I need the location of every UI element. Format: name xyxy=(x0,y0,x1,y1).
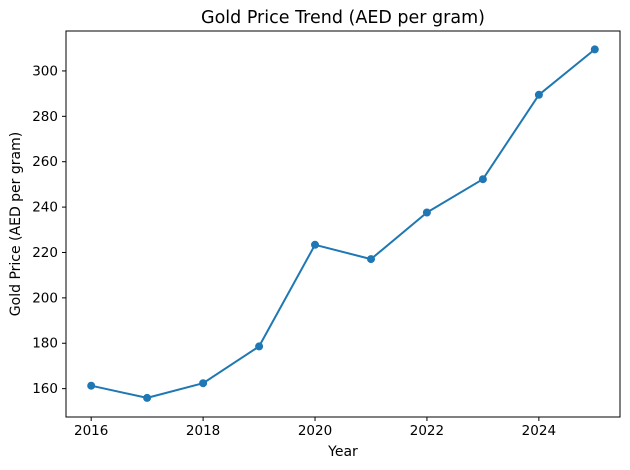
y-tick-label: 260 xyxy=(32,154,58,170)
plot-border xyxy=(65,30,621,418)
x-tick-label: 2024 xyxy=(522,423,556,439)
x-tick-label: 2016 xyxy=(74,423,108,439)
x-tick-label: 2020 xyxy=(298,423,332,439)
data-point-marker xyxy=(87,381,96,390)
data-point-marker xyxy=(590,45,599,54)
y-tick-label: 280 xyxy=(32,109,58,125)
data-point-marker xyxy=(143,393,152,402)
data-point-marker xyxy=(478,175,487,184)
y-tick-label: 300 xyxy=(32,63,58,79)
data-point-marker xyxy=(367,255,375,264)
data-point-marker xyxy=(311,240,319,249)
chart-title: Gold Price Trend (AED per gram) xyxy=(201,8,485,28)
y-tick-label: 200 xyxy=(32,290,58,306)
y-tick-label: 240 xyxy=(32,200,58,216)
x-axis-label: Year xyxy=(327,444,358,460)
line-series xyxy=(90,48,596,399)
plot-area: 160 180 200 220 240 260 280 300 2016 2018 2020 2022… xyxy=(32,30,621,439)
data-point-marker xyxy=(255,342,264,351)
y-axis-label: Gold Price (AED per gram) xyxy=(8,132,24,316)
y-tick-label: 160 xyxy=(32,381,58,397)
x-tick-label: 2018 xyxy=(186,423,220,439)
data-point-marker xyxy=(199,379,208,388)
data-point-marker xyxy=(534,90,543,99)
y-tick-label: 180 xyxy=(32,336,58,352)
x-tick-label: 2022 xyxy=(410,423,444,439)
y-tick-label: 220 xyxy=(32,245,58,261)
data-point-marker xyxy=(422,208,431,217)
